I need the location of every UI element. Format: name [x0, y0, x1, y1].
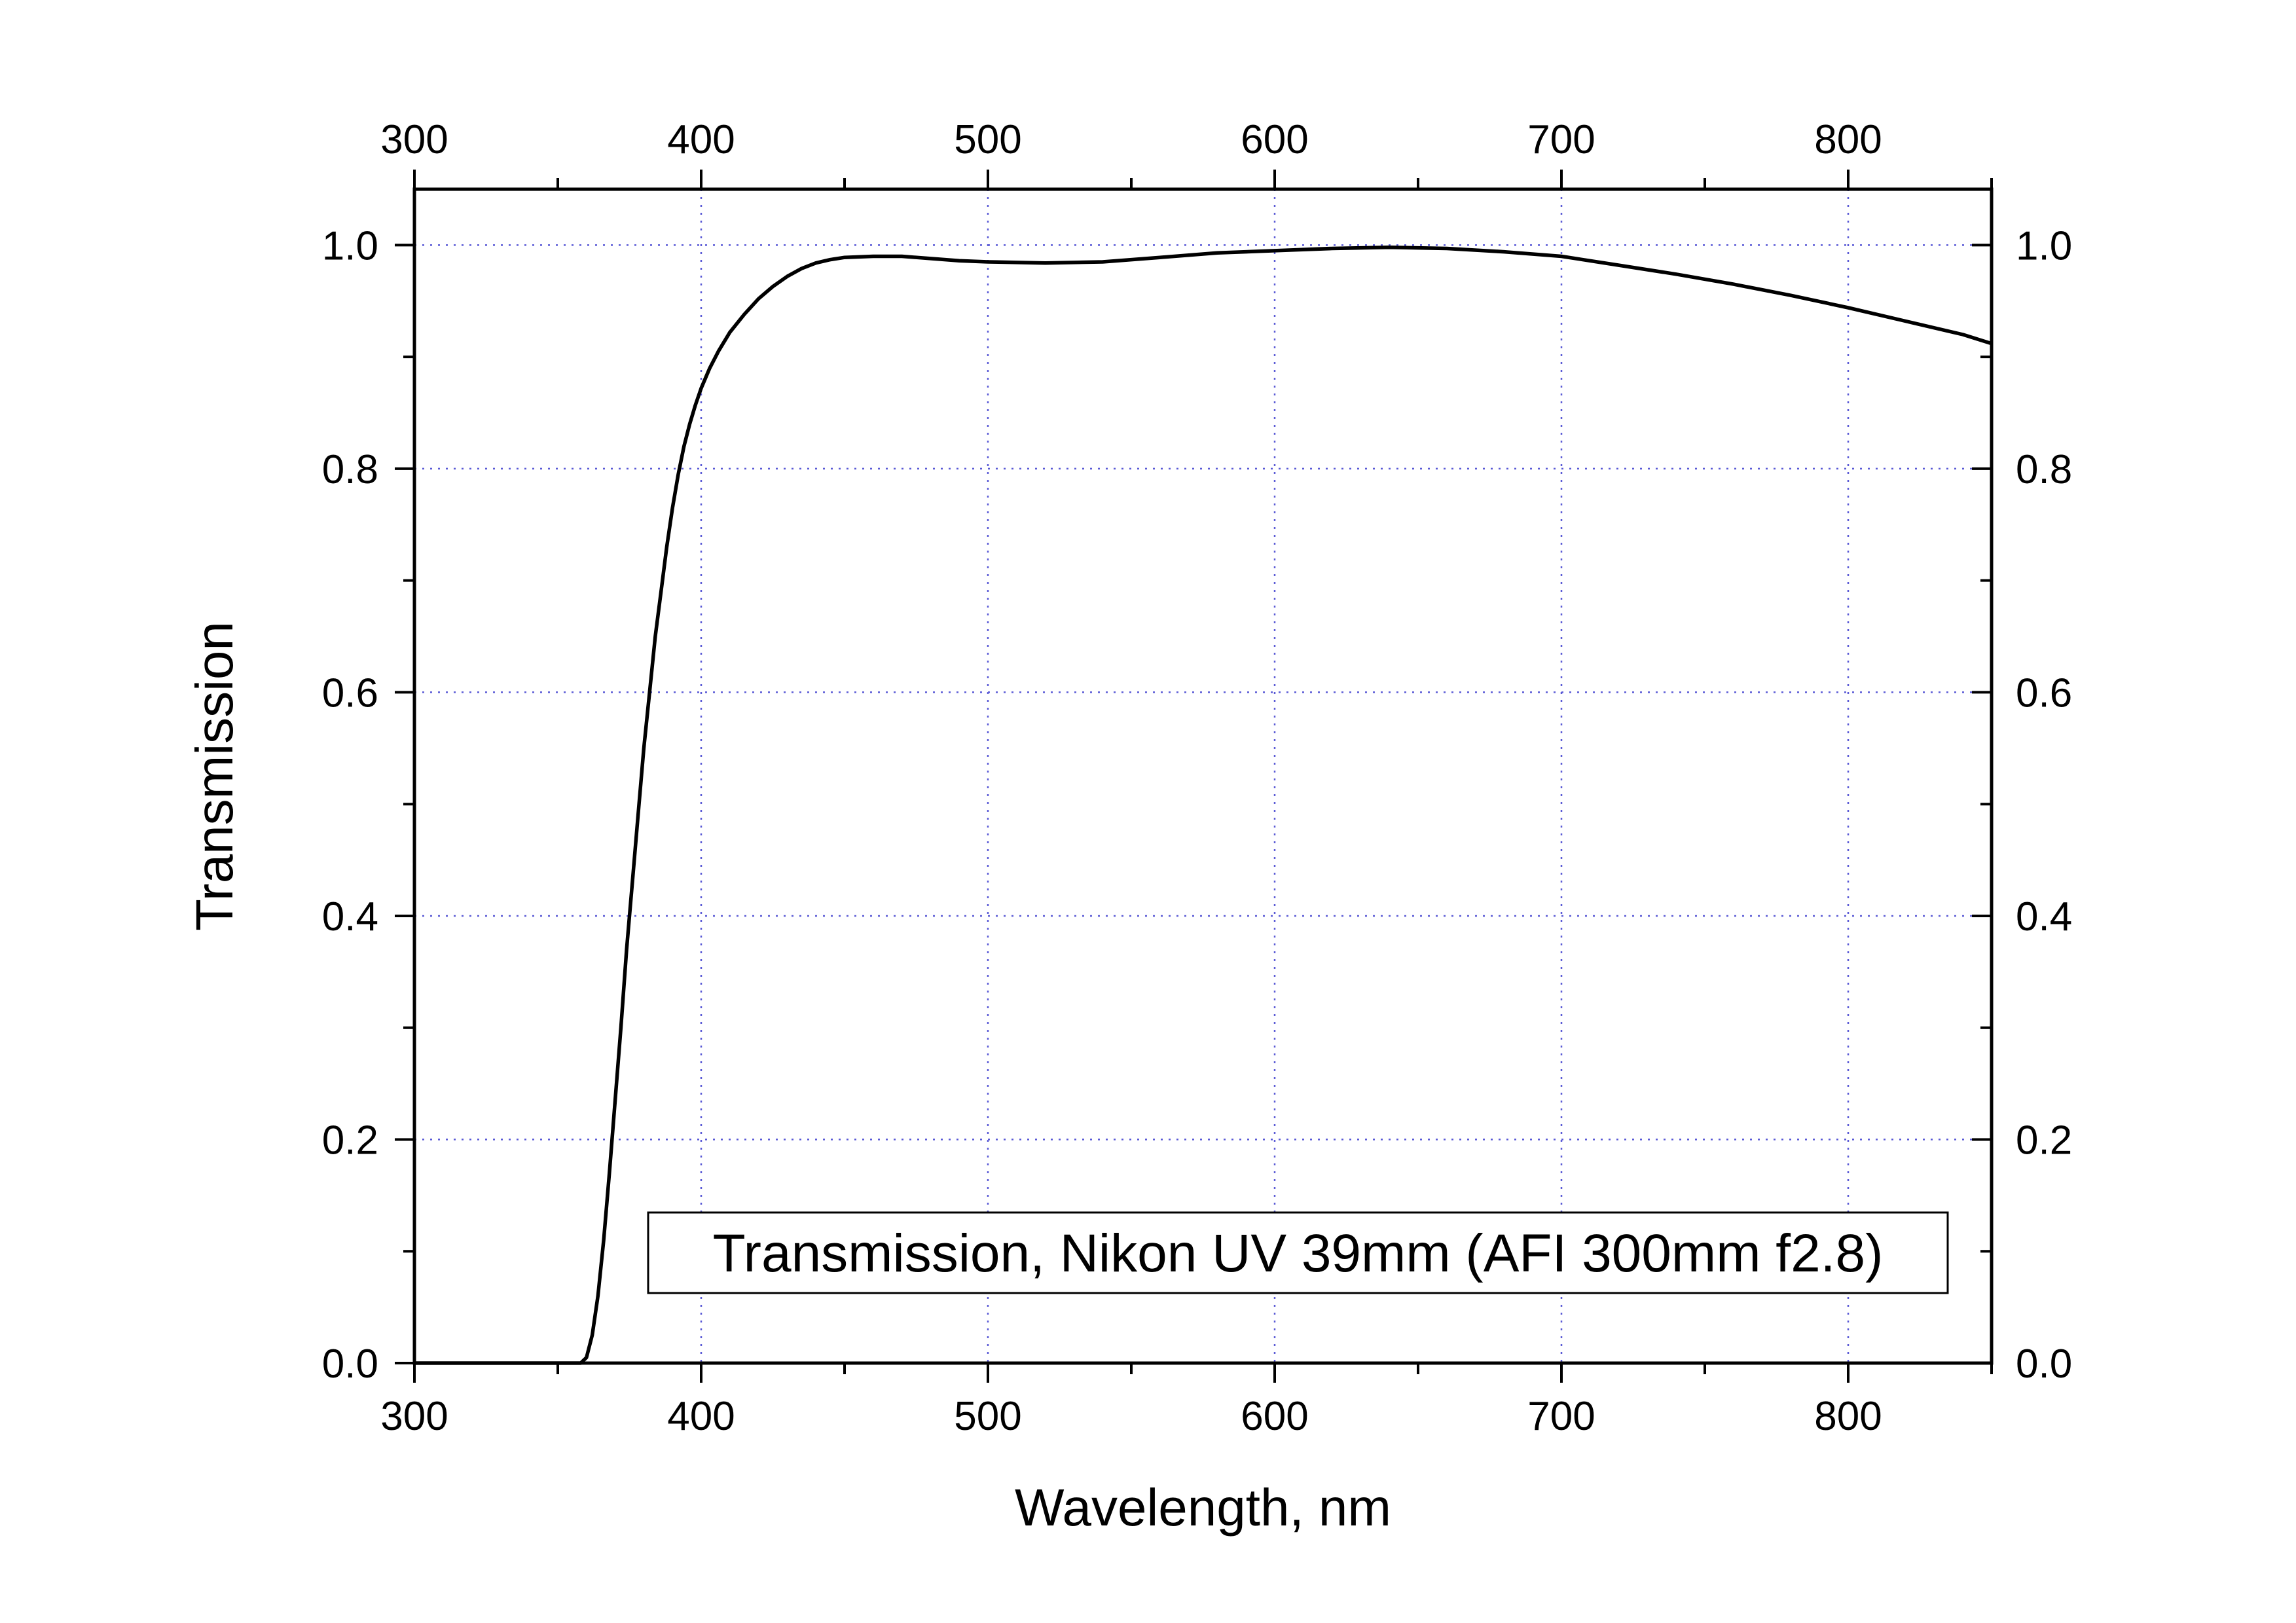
- x-tick-label: 300: [380, 1394, 448, 1439]
- grid: [414, 189, 1992, 1363]
- x-axis-title: Wavelength, nm: [1015, 1478, 1391, 1537]
- y-tick-label: 1.0: [322, 223, 378, 268]
- y-tick-label: 0.0: [322, 1341, 378, 1387]
- legend-box: [647, 1211, 1949, 1294]
- x-top-tick-label: 400: [667, 117, 735, 162]
- x-top-tick-label: 700: [1527, 117, 1595, 162]
- y-right-tick-label: 0.6: [2016, 670, 2072, 716]
- x-tick-label: 500: [954, 1394, 1021, 1439]
- x-tick-label: 700: [1527, 1394, 1595, 1439]
- series-layer: [414, 246, 1992, 1365]
- x-top-tick-label: 600: [1241, 117, 1308, 162]
- x-top-tick-label: 800: [1814, 117, 1882, 162]
- plot-frame: [412, 187, 1994, 1365]
- y-right-tick-label: 0.4: [2016, 894, 2072, 939]
- x-top-tick-label: 500: [954, 117, 1021, 162]
- series-line: [414, 246, 1992, 1365]
- x-tick-label: 400: [667, 1394, 735, 1439]
- y-tick-label: 0.8: [322, 447, 378, 492]
- y-tick-label: 0.2: [322, 1118, 378, 1163]
- y-tick-label: 0.4: [322, 894, 378, 939]
- tick-labels: 300 300 400 400 500 500 600 600 700 700 800 800 0.0 0…: [322, 117, 2072, 1439]
- y-axis-title: Transmission: [185, 621, 244, 931]
- y-right-tick-label: 0.2: [2016, 1118, 2072, 1163]
- y-tick-label: 0.6: [322, 670, 378, 716]
- y-right-tick-label: 0.0: [2016, 1341, 2072, 1387]
- x-top-tick-label: 300: [380, 117, 448, 162]
- legend: Transmission, Nikon UV 39mm (AFI 300mm f…: [647, 1211, 1949, 1294]
- y-right-tick-label: 0.8: [2016, 447, 2072, 492]
- x-tick-label: 800: [1814, 1394, 1882, 1439]
- y-right-tick-label: 1.0: [2016, 223, 2072, 268]
- tick-marks: [395, 170, 1993, 1383]
- x-tick-label: 600: [1241, 1394, 1308, 1439]
- legend-entry: Transmission, Nikon UV 39mm (AFI 300mm f…: [713, 1224, 1884, 1283]
